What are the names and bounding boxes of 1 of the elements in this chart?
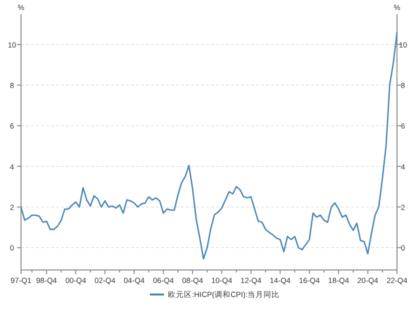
line-series [20,32,398,260]
